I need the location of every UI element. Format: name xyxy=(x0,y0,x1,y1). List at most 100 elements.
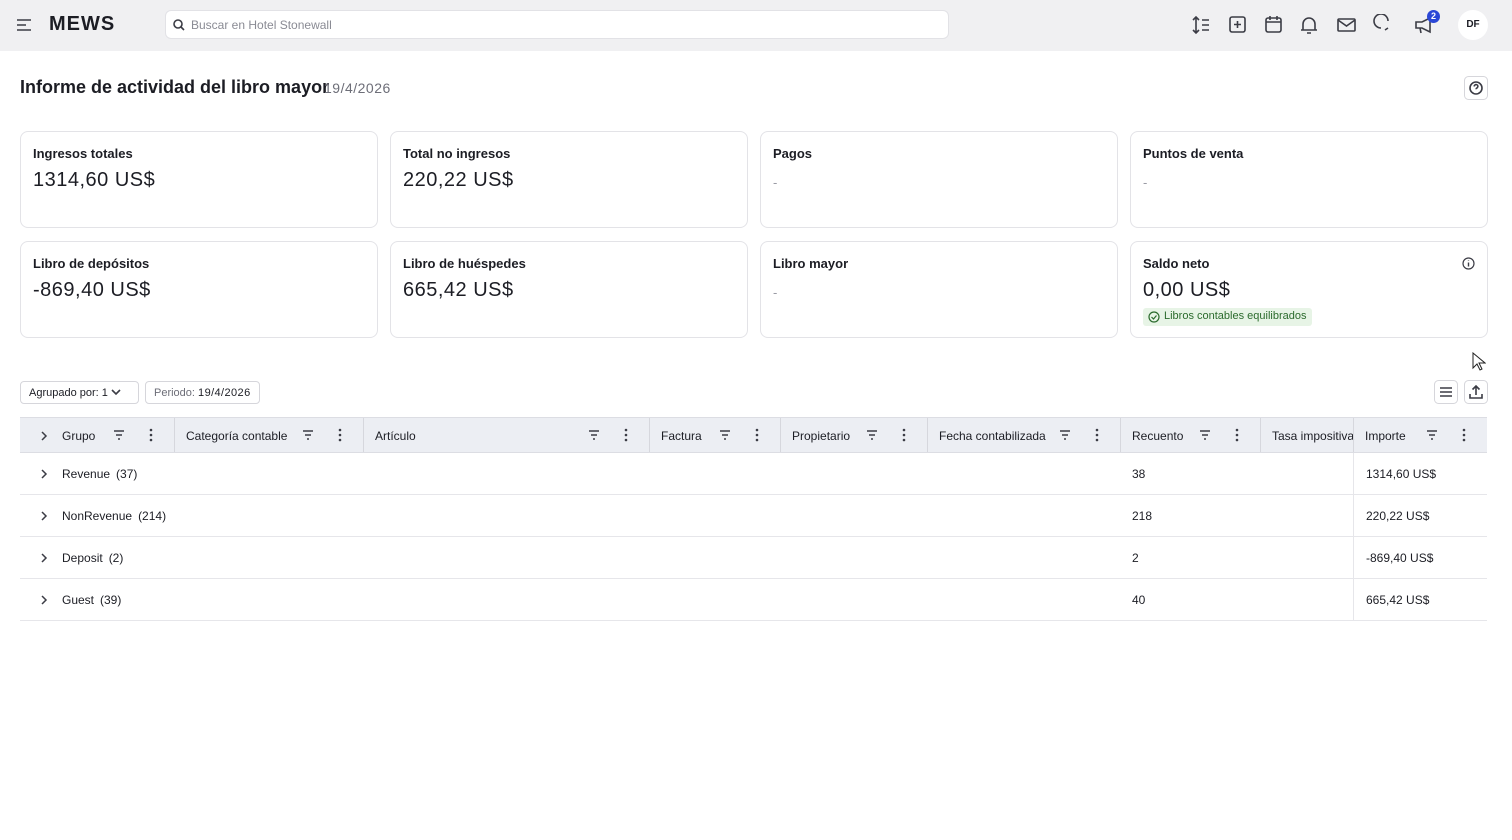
count-value: 38 xyxy=(1132,467,1146,481)
expand-all[interactable] xyxy=(40,431,48,441)
menu-button[interactable] xyxy=(16,17,32,33)
summary-card: Libro mayor - xyxy=(760,241,1118,338)
expand-row[interactable] xyxy=(40,553,48,563)
column-controls[interactable] xyxy=(112,428,162,442)
period-filter[interactable]: Periodo: 19/4/2026 xyxy=(145,381,260,404)
expand-row[interactable] xyxy=(40,595,48,605)
column-header: Artículo xyxy=(375,429,416,443)
group-by: Agrupado por: 1 xyxy=(29,387,108,399)
group-name: Guest xyxy=(62,593,95,607)
column-header: Factura xyxy=(661,429,702,443)
column-divider xyxy=(780,418,781,452)
card-value: 665,42 US$ xyxy=(403,279,514,301)
group-name: Deposit xyxy=(62,551,103,565)
search-placeholder: Buscar en Hotel Stonewall xyxy=(191,18,332,32)
column-divider xyxy=(1353,495,1354,537)
column-divider xyxy=(1120,418,1121,452)
summary-card: Libro de depósitos -869,40 US$ xyxy=(20,241,378,338)
count-value: 218 xyxy=(1132,509,1153,523)
user-avatar[interactable]: DF xyxy=(1458,10,1488,40)
column-controls[interactable] xyxy=(1198,428,1248,442)
card-label: Total no ingresos xyxy=(403,146,511,161)
page-date: 19/4/2026 xyxy=(324,80,391,96)
page-title: Informe de actividad del libro mayor xyxy=(20,77,330,97)
check-icon xyxy=(1148,311,1160,323)
group-count: (37) xyxy=(116,467,138,481)
summary-card: Saldo neto 0,00 US$ Libros contables equil… xyxy=(1130,241,1488,338)
column-header: Recuento xyxy=(1132,429,1184,443)
top-bar: MEWS Buscar en Hotel Stonewall 2 DF xyxy=(0,0,1512,51)
card-label: Libro mayor xyxy=(773,256,849,271)
column-controls[interactable] xyxy=(1058,428,1108,442)
amount-value: 665,42 US$ xyxy=(1366,593,1430,607)
column-controls[interactable] xyxy=(718,428,768,442)
card-value: -869,40 US$ xyxy=(33,279,151,301)
table-row[interactable]: Deposit (2) 2 -869,40 US$ xyxy=(20,537,1487,579)
search-icon xyxy=(173,19,185,31)
column-header: Grupo xyxy=(62,429,96,443)
column-header: Tasa impositiva xyxy=(1272,429,1355,443)
column-header: Propietario xyxy=(792,429,851,443)
column-divider xyxy=(1353,579,1354,621)
table-row[interactable]: Revenue (37) 38 1314,60 US$ xyxy=(20,453,1487,495)
group-count: (214) xyxy=(138,509,167,523)
column-divider xyxy=(649,418,650,452)
expand-row[interactable] xyxy=(40,511,48,521)
summary-card: Total no ingresos 220,22 US$ xyxy=(390,131,748,228)
logo[interactable]: MEWS xyxy=(49,13,116,35)
table-row[interactable]: Guest (39) 40 665,42 US$ xyxy=(20,579,1487,621)
group-by-button[interactable]: Agrupado por: 1 xyxy=(20,381,139,404)
column-controls[interactable] xyxy=(1425,428,1475,442)
table-header: Grupo Categoría contable Artículo Factura Pr… xyxy=(20,417,1487,453)
column-divider xyxy=(1353,537,1354,579)
notification-count: 2 xyxy=(1427,10,1440,23)
column-divider xyxy=(1260,418,1261,452)
group-name: NonRevenue xyxy=(62,509,133,523)
column-header: Importe xyxy=(1365,429,1406,443)
count-value: 2 xyxy=(1132,551,1139,565)
card-label: Libro de depósitos xyxy=(33,256,150,271)
period-value: 19/4/2026 xyxy=(198,387,251,399)
card-value: - xyxy=(1143,175,1148,190)
summary-card: Libro de huéspedes 665,42 US$ xyxy=(390,241,748,338)
card-label: Ingresos totales xyxy=(33,146,133,161)
help-button[interactable] xyxy=(1464,76,1488,100)
group-name: Revenue xyxy=(62,467,111,481)
search-box[interactable]: Buscar en Hotel Stonewall xyxy=(165,10,949,39)
card-label: Pagos xyxy=(773,146,813,161)
column-divider xyxy=(927,418,928,452)
amount-value: -869,40 US$ xyxy=(1366,551,1434,565)
info-icon[interactable] xyxy=(1462,257,1475,270)
period-label: Periodo: xyxy=(154,387,195,399)
column-controls[interactable] xyxy=(301,428,351,442)
column-header: Categoría contable xyxy=(186,429,288,443)
card-label: Libro de huéspedes xyxy=(403,256,526,271)
column-controls[interactable] xyxy=(865,428,915,442)
card-value: 220,22 US$ xyxy=(403,169,514,191)
summary-card: Pagos - xyxy=(760,131,1118,228)
status-badge: Libros contables equilibrados xyxy=(1143,308,1313,326)
column-header: Fecha contabilizada xyxy=(939,429,1046,443)
column-divider xyxy=(363,418,364,452)
group-count: (2) xyxy=(108,551,124,565)
table-row[interactable]: NonRevenue (214) 218 220,22 US$ xyxy=(20,495,1487,537)
expand-row[interactable] xyxy=(40,469,48,479)
summary-card: Puntos de venta - xyxy=(1130,131,1488,228)
card-value: 0,00 US$ xyxy=(1143,279,1231,301)
card-value: - xyxy=(773,175,778,190)
column-divider xyxy=(1353,418,1354,452)
mouse-cursor xyxy=(1472,352,1486,371)
chevron xyxy=(111,389,121,396)
toolbar-icons[interactable] xyxy=(1190,14,1440,36)
count-value: 40 xyxy=(1132,593,1146,607)
card-label: Saldo neto xyxy=(1143,256,1210,271)
table-actions[interactable] xyxy=(1434,380,1488,404)
card-label: Puntos de venta xyxy=(1143,146,1244,161)
column-controls[interactable] xyxy=(587,428,637,442)
amount-value: 1314,60 US$ xyxy=(1366,467,1437,481)
amount-value: 220,22 US$ xyxy=(1366,509,1430,523)
card-value: - xyxy=(773,285,778,300)
column-divider xyxy=(1353,453,1354,495)
